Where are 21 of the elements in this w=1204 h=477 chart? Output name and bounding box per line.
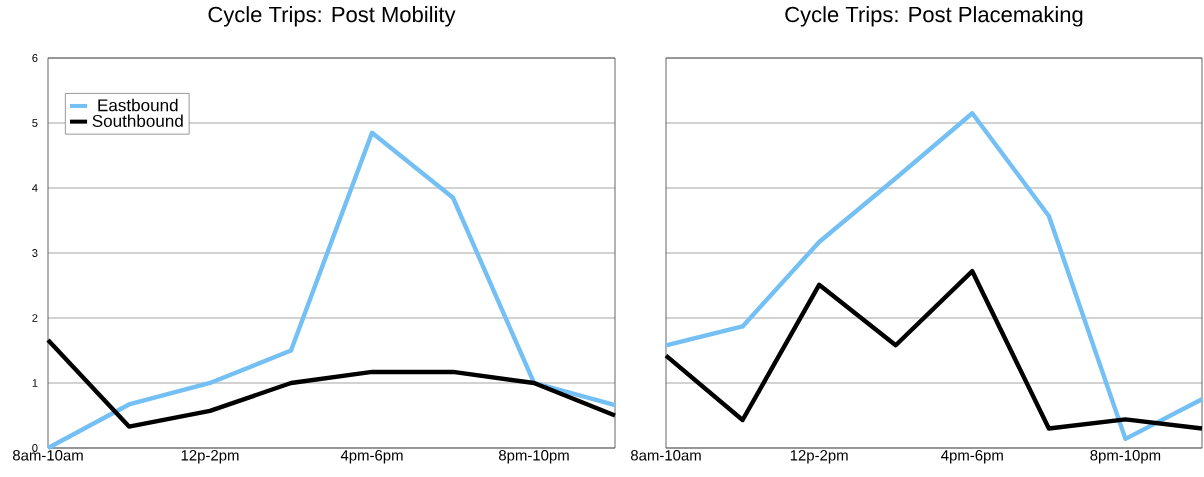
y-tick-label: 1	[32, 379, 38, 387]
y-tick-label: 0	[32, 444, 38, 452]
legend-label: Southbound	[92, 114, 183, 127]
y-tick-label: 3	[32, 249, 38, 257]
line-series	[45, 130, 618, 451]
chart-title: Cycle Trips: Post Placemaking	[785, 6, 1083, 27]
x-tick-label: 8pm-10pm	[1090, 450, 1161, 464]
line-series	[45, 337, 618, 429]
x-tick-label: 4pm-6pm	[340, 450, 403, 464]
y-tick-label: 6	[32, 54, 38, 62]
chart-title: Cycle Trips: Post Mobility	[208, 6, 456, 27]
x-tick-label: 8pm-10pm	[498, 450, 569, 464]
legend-label: Eastbound	[98, 98, 178, 112]
x-tick-label: 4pm-6pm	[941, 450, 1003, 464]
x-tick-label: 12p-2pm	[181, 450, 239, 464]
x-tick-label: 8am-10am	[12, 450, 83, 461]
y-tick-label: 4	[32, 184, 38, 192]
x-tick-label: 12p-2pm	[790, 450, 848, 464]
y-tick-label: 5	[32, 119, 38, 127]
x-tick-label: 8am-10am	[630, 450, 701, 461]
y-tick-label: 2	[32, 314, 38, 322]
